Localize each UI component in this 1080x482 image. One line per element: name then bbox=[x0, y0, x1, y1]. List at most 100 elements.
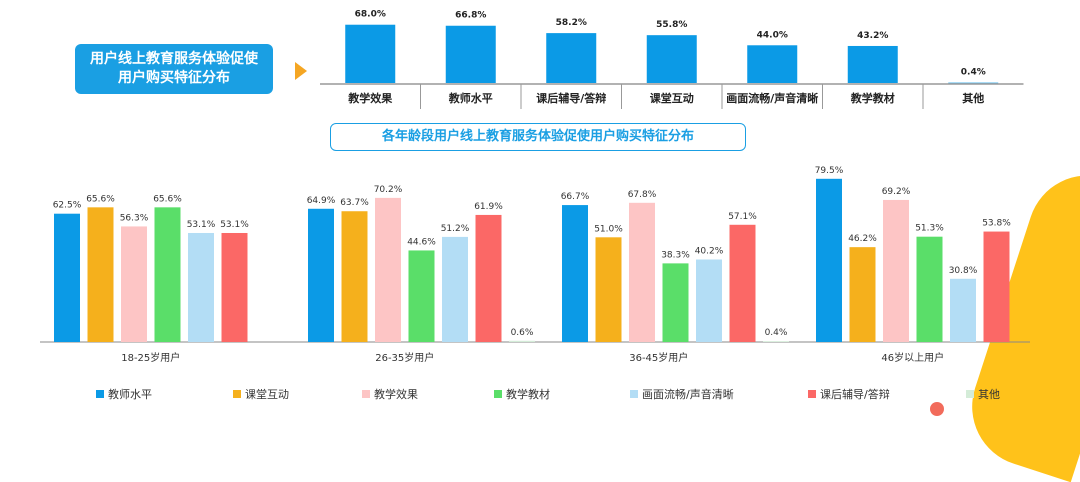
x-tick-label: 教学教材 bbox=[850, 91, 895, 105]
bar bbox=[747, 45, 798, 83]
data-label: 40.2% bbox=[695, 246, 724, 256]
data-label: 65.6% bbox=[86, 194, 115, 204]
bar bbox=[729, 224, 756, 342]
bar bbox=[983, 231, 1010, 342]
bar bbox=[221, 232, 248, 342]
x-tick-label: 26-35岁用户 bbox=[375, 351, 434, 364]
bar bbox=[546, 33, 597, 83]
bar bbox=[662, 263, 689, 342]
data-label: 0.4% bbox=[961, 68, 986, 78]
summary-title-line1: 用户线上教育服务体验促使 bbox=[90, 51, 258, 67]
data-label: 46.2% bbox=[848, 234, 877, 244]
legend-swatch bbox=[494, 390, 502, 398]
bar bbox=[154, 207, 181, 342]
data-label: 68.0% bbox=[355, 10, 386, 20]
data-label: 0.6% bbox=[511, 328, 534, 338]
legend-swatch bbox=[362, 390, 370, 398]
legend-label: 课堂互动 bbox=[245, 388, 289, 401]
legend-swatch bbox=[233, 390, 241, 398]
data-label: 51.2% bbox=[441, 224, 470, 234]
bar bbox=[562, 205, 588, 342]
x-tick-label: 课后辅导/答辩 bbox=[536, 91, 606, 105]
legend-item: 教学效果 bbox=[362, 386, 418, 404]
bar bbox=[629, 202, 655, 342]
bar bbox=[475, 214, 502, 342]
bar bbox=[188, 232, 214, 342]
data-label: 61.9% bbox=[474, 202, 503, 212]
legend-swatch bbox=[966, 390, 974, 398]
data-label: 53.1% bbox=[220, 220, 249, 230]
data-label: 53.1% bbox=[187, 220, 216, 230]
data-label: 65.6% bbox=[153, 194, 182, 204]
bar bbox=[442, 236, 468, 342]
legend-swatch bbox=[630, 390, 638, 398]
legend-label: 画面流畅/声音清晰 bbox=[642, 388, 734, 401]
x-tick-label: 教师水平 bbox=[448, 91, 493, 105]
age-chart-title: 各年龄段用户线上教育服务体验促使用户购买特征分布 bbox=[330, 123, 746, 151]
data-label: 51.0% bbox=[594, 224, 623, 234]
data-label: 57.1% bbox=[728, 212, 757, 222]
data-label: 58.2% bbox=[556, 18, 587, 28]
data-label: 79.5% bbox=[815, 166, 844, 176]
legend-label: 其他 bbox=[978, 388, 1000, 401]
data-label: 63.7% bbox=[340, 198, 369, 208]
bar bbox=[847, 45, 898, 83]
data-label: 53.8% bbox=[982, 219, 1011, 229]
data-label: 69.2% bbox=[882, 187, 911, 197]
bar bbox=[341, 211, 368, 342]
data-label: 51.3% bbox=[915, 224, 944, 234]
legend-item: 教师水平 bbox=[96, 386, 152, 404]
x-tick-label: 36-45岁用户 bbox=[629, 351, 688, 364]
legend-label: 课后辅导/答辩 bbox=[820, 388, 890, 401]
bar bbox=[883, 199, 909, 342]
data-label: 43.2% bbox=[857, 31, 888, 41]
data-label: 56.3% bbox=[120, 213, 149, 223]
arrow-right-icon bbox=[295, 62, 307, 80]
data-label: 44.0% bbox=[757, 30, 788, 40]
data-label: 0.4% bbox=[765, 328, 788, 338]
data-label: 62.5% bbox=[53, 201, 82, 211]
legend-item: 其他 bbox=[966, 386, 1000, 404]
data-label: 30.8% bbox=[949, 266, 978, 276]
bar bbox=[345, 24, 396, 83]
data-label: 38.3% bbox=[661, 250, 690, 260]
legend-label: 教学效果 bbox=[374, 388, 418, 401]
bar bbox=[916, 236, 943, 342]
bar bbox=[950, 278, 976, 342]
data-label: 64.9% bbox=[307, 196, 336, 206]
legend-swatch bbox=[96, 390, 104, 398]
data-label: 70.2% bbox=[374, 185, 403, 195]
overall-bar-chart: 68.0% 教学效果 66.8% 教师水平 58.2% 课后辅导/答辩 55.8% 课堂互动 4… bbox=[320, 10, 1024, 109]
x-tick-label: 画面流畅/声音清晰 bbox=[726, 91, 818, 105]
x-tick-label: 课堂互动 bbox=[650, 91, 694, 105]
data-label: 55.8% bbox=[656, 20, 687, 30]
legend-item: 课后辅导/答辩 bbox=[808, 386, 890, 404]
bar bbox=[696, 259, 722, 342]
legend-item: 课堂互动 bbox=[233, 386, 289, 404]
chart-legend: 教师水平 课堂互动 教学效果 教学教材 画面流畅/声音清晰 课后辅导/答辩 其他 bbox=[0, 386, 1080, 406]
data-label: 66.7% bbox=[561, 192, 590, 202]
legend-item: 教学教材 bbox=[494, 386, 550, 404]
legend-item: 画面流畅/声音清晰 bbox=[630, 386, 734, 404]
age-group-bar-chart: 62.5% 65.6% 56.3% 65.6% 53.1% 53.1% 18-25岁用户 64… bbox=[40, 166, 1030, 364]
bar bbox=[308, 208, 334, 342]
x-tick-label: 教学效果 bbox=[347, 91, 392, 105]
data-label: 66.8% bbox=[455, 11, 486, 21]
x-tick-label: 18-25岁用户 bbox=[121, 351, 180, 364]
legend-swatch bbox=[808, 390, 816, 398]
bar bbox=[445, 25, 496, 83]
legend-label: 教学教材 bbox=[506, 388, 550, 401]
bar bbox=[408, 250, 435, 342]
bar bbox=[595, 237, 622, 342]
x-tick-label: 其他 bbox=[962, 91, 984, 105]
summary-title-line2: 用户购买特征分布 bbox=[118, 70, 230, 86]
bar bbox=[375, 197, 401, 342]
bar bbox=[509, 340, 535, 342]
bar bbox=[849, 247, 876, 342]
bar bbox=[54, 213, 80, 342]
bar bbox=[763, 341, 789, 342]
bar bbox=[948, 82, 999, 84]
summary-title-box: 用户线上教育服务体验促使 用户购买特征分布 bbox=[75, 44, 273, 94]
x-tick-label: 46岁以上用户 bbox=[881, 351, 944, 364]
bar bbox=[87, 207, 114, 342]
